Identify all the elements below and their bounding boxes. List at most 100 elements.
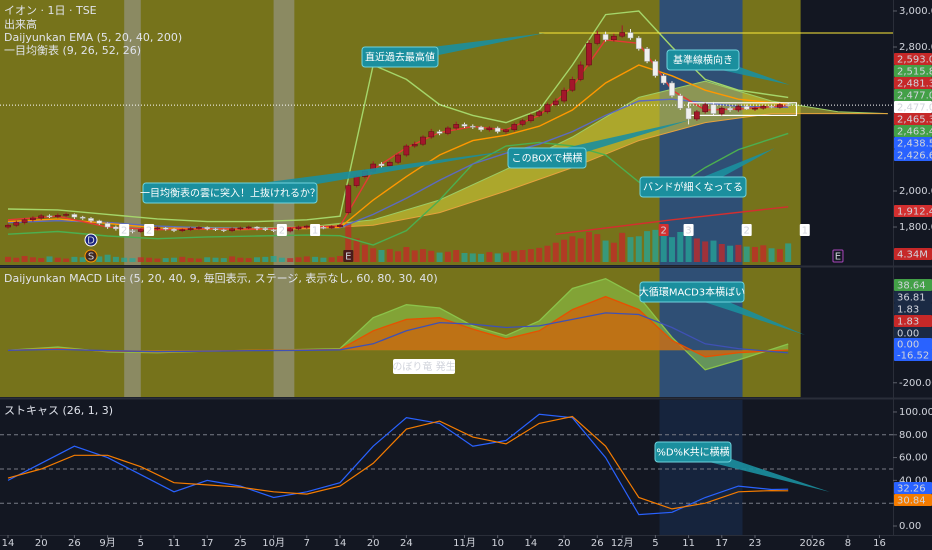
volume-bar <box>702 241 709 262</box>
price-tag <box>894 125 932 137</box>
stage-marker <box>310 224 321 236</box>
volume-bar <box>527 249 534 262</box>
volume-bar <box>179 256 186 262</box>
x-tick-label: 24 <box>400 538 413 549</box>
stage-marker-label: S <box>88 252 94 263</box>
candle-body <box>685 107 692 120</box>
volume-tag-label: 4.34M <box>897 250 928 261</box>
price-tag <box>894 205 932 217</box>
candle-body <box>743 106 750 110</box>
candle-body <box>552 100 559 105</box>
volume-bar <box>353 238 360 262</box>
volume-bar <box>13 257 20 262</box>
candle-body <box>436 131 443 134</box>
price-tag <box>894 279 932 291</box>
volume-bar <box>693 238 700 262</box>
volume-bar <box>253 257 260 262</box>
y-tick-label: 60.00 <box>899 453 928 464</box>
candle-body <box>237 227 244 230</box>
volume-bar <box>751 247 758 262</box>
volume-bar <box>245 258 252 262</box>
annotation-text: %D%K共に横横 <box>656 446 729 459</box>
stage-marker <box>119 224 130 236</box>
x-tick-label: 5 <box>652 538 658 549</box>
price-tag-label: 32.26 <box>897 484 926 495</box>
candle-body <box>660 75 667 84</box>
stage-marker <box>683 224 694 236</box>
candle-body <box>113 226 119 230</box>
volume-bar <box>785 243 792 262</box>
indicator-line <box>7 98 789 230</box>
x-tick-label: 7 <box>304 538 310 549</box>
stage-band <box>124 0 141 265</box>
cloud-fill <box>174 81 888 230</box>
candle-body <box>30 217 36 221</box>
stage-band <box>659 0 743 265</box>
price-tag-label: 2,438.5 <box>897 139 932 150</box>
price-tag-label: 38.64 <box>897 281 926 292</box>
volume-bar <box>577 238 584 262</box>
candle-body <box>162 227 169 230</box>
price-tag <box>894 77 932 89</box>
candle-body <box>303 225 310 228</box>
candle-body <box>403 145 410 156</box>
candle-body <box>21 219 28 223</box>
candle-body <box>204 227 211 230</box>
volume-bar <box>552 242 559 262</box>
candle-body <box>254 226 260 229</box>
price-tag-label: 30.84 <box>897 496 926 507</box>
volume-bar <box>154 258 161 262</box>
price-tag-label: 0.00 <box>897 329 919 340</box>
price-tag <box>894 482 932 494</box>
annotation-box <box>639 176 747 198</box>
candle-body <box>453 124 460 129</box>
volume-bar <box>544 245 551 262</box>
stage-marker-label: 2 <box>146 226 152 237</box>
x-tick-label: 17 <box>201 538 214 549</box>
price-tag-label: 2,515.8 <box>897 67 932 78</box>
stage-marker <box>343 250 354 262</box>
y-tick-label: 0.00 <box>899 521 921 532</box>
price-tag <box>894 137 932 149</box>
stage-marker-label: 1 <box>312 226 318 237</box>
volume-bar <box>436 252 443 262</box>
x-tick-label: 8 <box>845 538 851 549</box>
stage-marker-label: E <box>835 252 841 263</box>
candle-body <box>760 106 767 109</box>
candle-body <box>287 228 294 232</box>
volume-bar <box>79 257 86 262</box>
candle-body <box>270 229 277 231</box>
candle-body <box>528 115 534 122</box>
volume-tag <box>894 248 932 260</box>
candle-body <box>752 107 758 110</box>
annotation-text: のぼり竜 発生 <box>392 360 455 373</box>
stage-marker <box>832 249 844 263</box>
candle-body <box>411 143 418 147</box>
volume-bar <box>54 257 61 262</box>
candle-body <box>395 154 401 163</box>
volume-bar <box>270 256 277 262</box>
x-tick-label: 26 <box>591 538 604 549</box>
candle-body <box>544 104 551 113</box>
price-tag <box>894 494 932 506</box>
volume-bar <box>677 232 684 262</box>
volume-bar <box>710 240 717 262</box>
volume-bar <box>320 257 327 262</box>
candle-body <box>652 61 659 77</box>
stage-band <box>659 400 743 535</box>
volume-bar <box>735 244 742 262</box>
volume-bar <box>511 250 518 262</box>
volume-bar <box>727 245 734 262</box>
price-tag-label: 2,426.6 <box>897 151 932 162</box>
candle-body <box>503 129 509 132</box>
stage-marker-label: 2 <box>279 226 285 237</box>
annotation-text: 大循環MACD3本横ばい <box>639 286 745 299</box>
price-tag-label: -16.52 <box>897 351 929 362</box>
x-tick-label: 2026 <box>800 538 825 549</box>
x-tick-label: 11 <box>682 538 695 549</box>
y-tick-label: 2,000.0 <box>899 186 932 197</box>
candle-body <box>469 125 476 128</box>
volume-bar <box>129 258 136 262</box>
stage-marker-label: 3 <box>685 226 691 237</box>
candle-body <box>295 226 302 230</box>
